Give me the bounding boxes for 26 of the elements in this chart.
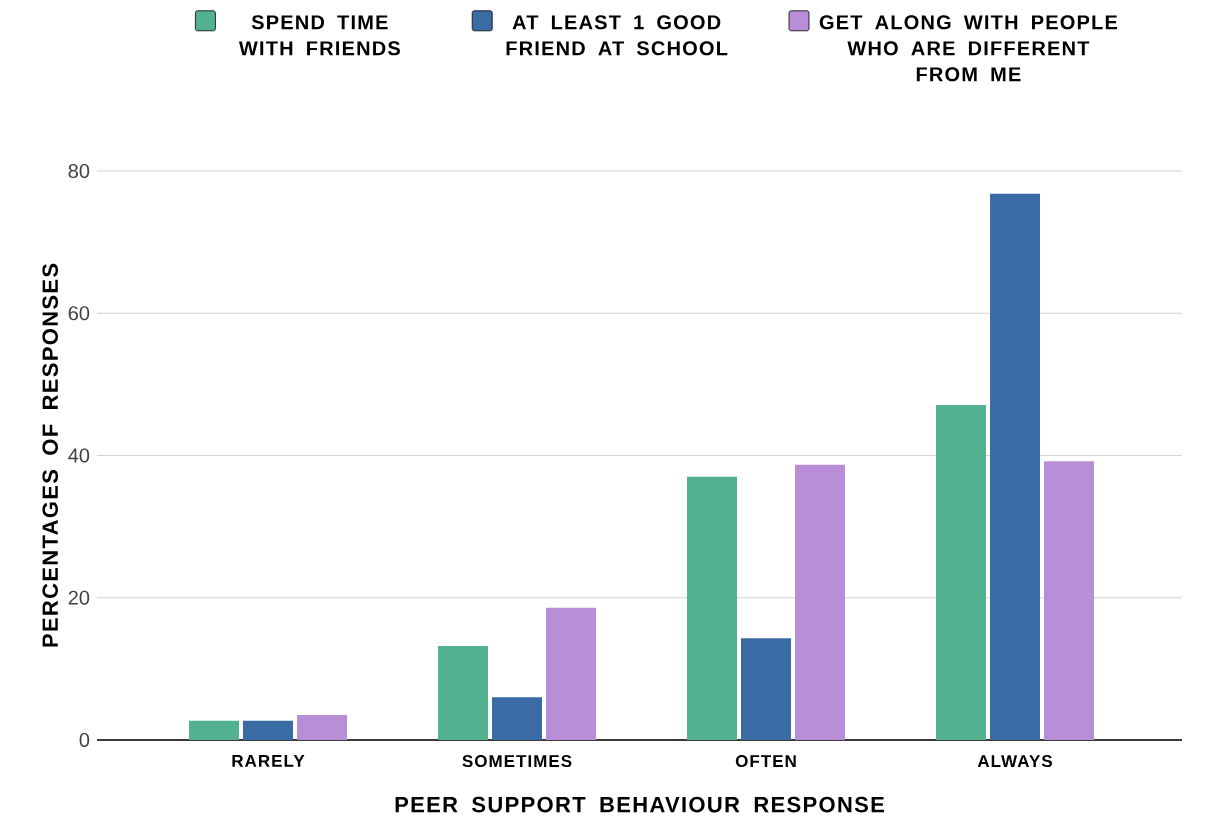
y-tick-label: 40 <box>68 448 90 463</box>
y-tick-label: 80 <box>68 163 90 179</box>
bar <box>297 715 348 740</box>
y-tick-label: 0 <box>79 732 90 748</box>
x-tick-label: ALWAYS <box>977 755 1052 768</box>
bar <box>687 476 738 740</box>
bar <box>990 193 1040 740</box>
legend-label: SPEND TIME WITH FRIENDS <box>238 15 400 56</box>
legend-label: GET ALONG WITH PEOPLE WHO ARE DIFFERENT FROM ME <box>819 15 1118 82</box>
legend-label: AT LEAST 1 GOOD FRIEND AT SCHOOL <box>506 15 728 56</box>
y-tick-label: 60 <box>68 306 90 321</box>
x-tick-label: SOMETIMES <box>462 755 572 768</box>
bar <box>936 404 986 740</box>
bar <box>1044 461 1094 740</box>
bar <box>492 697 543 740</box>
bar <box>438 646 488 740</box>
y-axis-title: PERCENTAGES OF RESPONSES <box>42 263 58 647</box>
bar <box>243 720 294 740</box>
x-tick-label: OFTEN <box>735 755 796 768</box>
y-tick-label: 20 <box>68 590 90 605</box>
bar <box>741 638 792 740</box>
bar <box>795 464 845 740</box>
bar <box>189 720 240 740</box>
x-tick-label: RARELY <box>232 755 305 767</box>
bar <box>546 607 597 740</box>
x-axis-title: PEER SUPPORT BEHAVIOUR RESPONSE <box>395 796 884 813</box>
